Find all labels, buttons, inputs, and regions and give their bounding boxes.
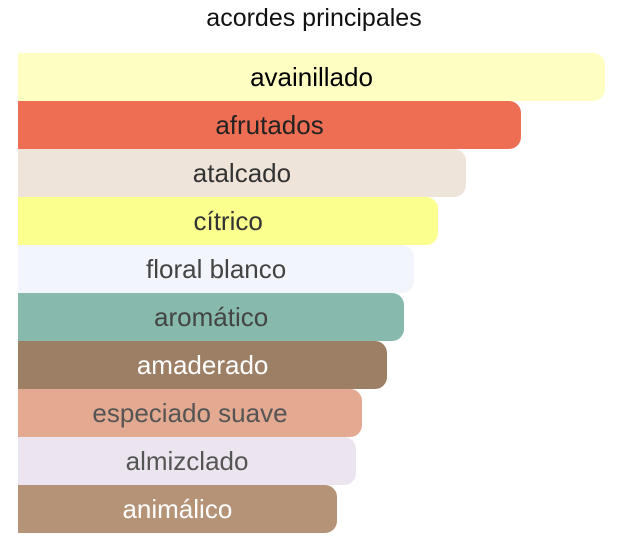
chart-title: acordes principales: [206, 4, 422, 32]
bar-cítrico: cítrico: [18, 197, 439, 245]
bar-label: afrutados: [215, 109, 324, 140]
bar-label: especiado suave: [92, 397, 288, 428]
bar-label: floral blanco: [146, 253, 287, 284]
bar-especiado-suave: especiado suave: [18, 389, 362, 437]
bar-label: avainillado: [250, 61, 373, 92]
accords-bar-chart: avainillado afrutados atalcado cítrico flora…: [18, 53, 605, 533]
bar-label: atalcado: [192, 157, 292, 188]
bar-label: amaderado: [136, 349, 269, 380]
bar-atalcado: atalcado: [18, 149, 466, 197]
bar-almizclado: almizclado: [18, 437, 357, 485]
bar-amaderado: amaderado: [18, 341, 388, 389]
bar-label: almizclado: [125, 445, 249, 476]
bar-label: cítrico: [193, 205, 263, 236]
bar-afrutados: afrutados: [18, 101, 522, 149]
bar-label: aromático: [154, 301, 269, 332]
bar-floral-blanco: floral blanco: [18, 245, 415, 293]
bar-aromático: aromático: [18, 293, 405, 341]
bar-label: animálico: [122, 493, 233, 524]
bar-animálico: animálico: [18, 485, 337, 533]
bar-avainillado: avainillado: [18, 53, 605, 101]
